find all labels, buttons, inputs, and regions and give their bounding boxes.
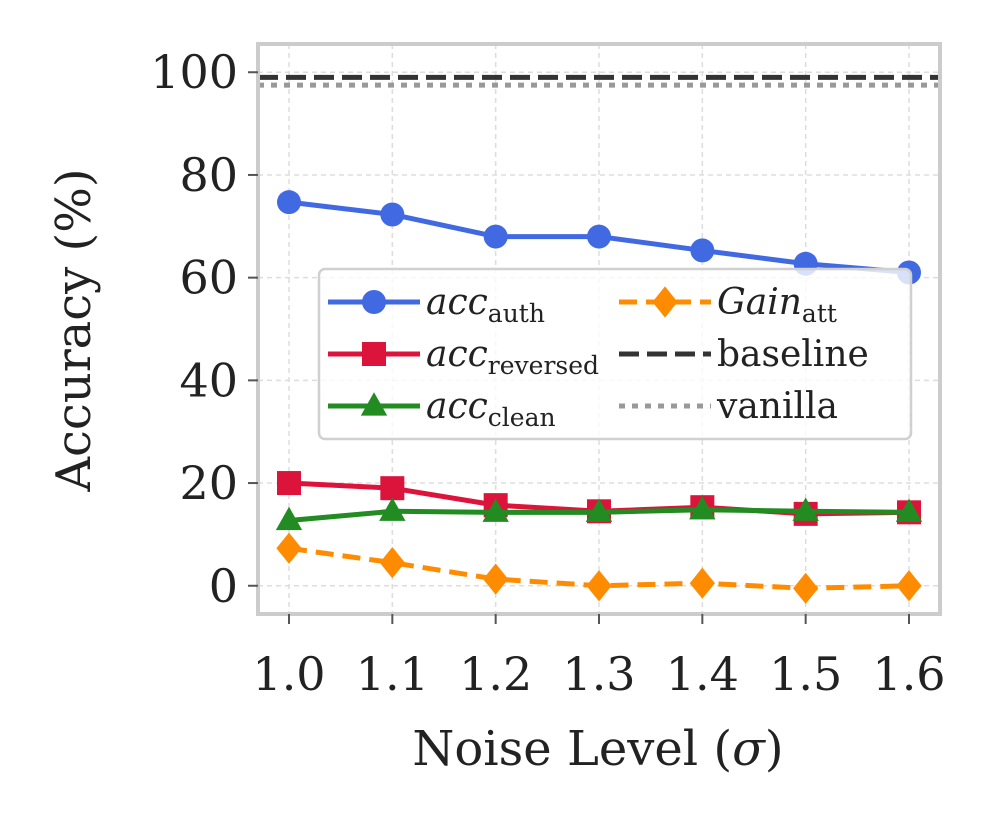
x-tick-label: 1.1 [356, 647, 429, 701]
legend-label-gain: Gainatt [717, 282, 837, 328]
series-clean-point [275, 506, 303, 531]
series-auth-point [380, 202, 405, 227]
x-tick-label: 1.2 [459, 647, 532, 701]
legend-marker-auth [362, 290, 386, 314]
legend-label-vanilla: vanilla [716, 386, 838, 427]
x-tick-label: 1.0 [252, 647, 325, 701]
legend-marker-gain [652, 286, 678, 318]
legend-marker-reversed [362, 342, 386, 366]
legend-label-reversed: accreversed [426, 334, 599, 380]
x-tick-label: 1.5 [769, 647, 842, 701]
x-tick-label: 1.3 [562, 647, 635, 701]
series-clean [275, 495, 923, 531]
y-tick-label: 100 [150, 45, 238, 99]
legend-marker-clean [360, 392, 388, 416]
legend-box [317, 267, 913, 441]
series-gain-point [276, 532, 302, 564]
series-auth-point [587, 224, 611, 249]
x-tick-label: 1.6 [872, 647, 945, 701]
series-auth-point [483, 224, 508, 249]
series-gain [276, 532, 922, 604]
series-reversed-point [380, 476, 405, 501]
legend-label-baseline: baseline [717, 334, 869, 375]
y-tick-label: 80 [179, 148, 238, 202]
series-gain-point [483, 563, 509, 595]
series-lines [275, 190, 923, 604]
y-tick-label: 0 [209, 559, 238, 613]
y-tick-label: 40 [179, 353, 238, 407]
series-gain-point [793, 572, 819, 604]
series-clean-point [585, 498, 613, 522]
series-clean-point [895, 498, 923, 522]
series-reversed-point [277, 471, 301, 496]
series-clean-point [379, 497, 406, 521]
series-gain-point [379, 547, 405, 579]
series-gain-point [896, 570, 922, 602]
legend: accauth accreversed accclean Gainatt bas… [317, 267, 913, 441]
x-axis-label: Noise Level (σ) [412, 721, 783, 777]
x-tick-label: 1.4 [666, 647, 739, 701]
series-clean-point [792, 497, 819, 521]
series-gain-point [586, 570, 612, 602]
legend-label-auth: accauth [426, 282, 545, 328]
series-clean-point [689, 495, 716, 520]
y-axis-label: Accuracy (%) [46, 168, 102, 492]
series-clean-point [482, 498, 509, 522]
series-auth-point [690, 238, 715, 263]
reference-lines [258, 74, 940, 88]
y-tick-label: 60 [179, 251, 238, 305]
series-auth [277, 190, 921, 285]
y-ticks: 0 20 40 60 80 100 [150, 45, 258, 613]
legend-markers [328, 286, 711, 416]
series-gain-point [689, 567, 715, 599]
legend-label-clean: accclean [426, 386, 556, 432]
series-auth-point [277, 190, 301, 215]
y-tick-label: 20 [179, 456, 238, 510]
x-ticks: 1.0 1.1 1.2 1.3 1.4 1.5 1.6 [252, 614, 946, 701]
